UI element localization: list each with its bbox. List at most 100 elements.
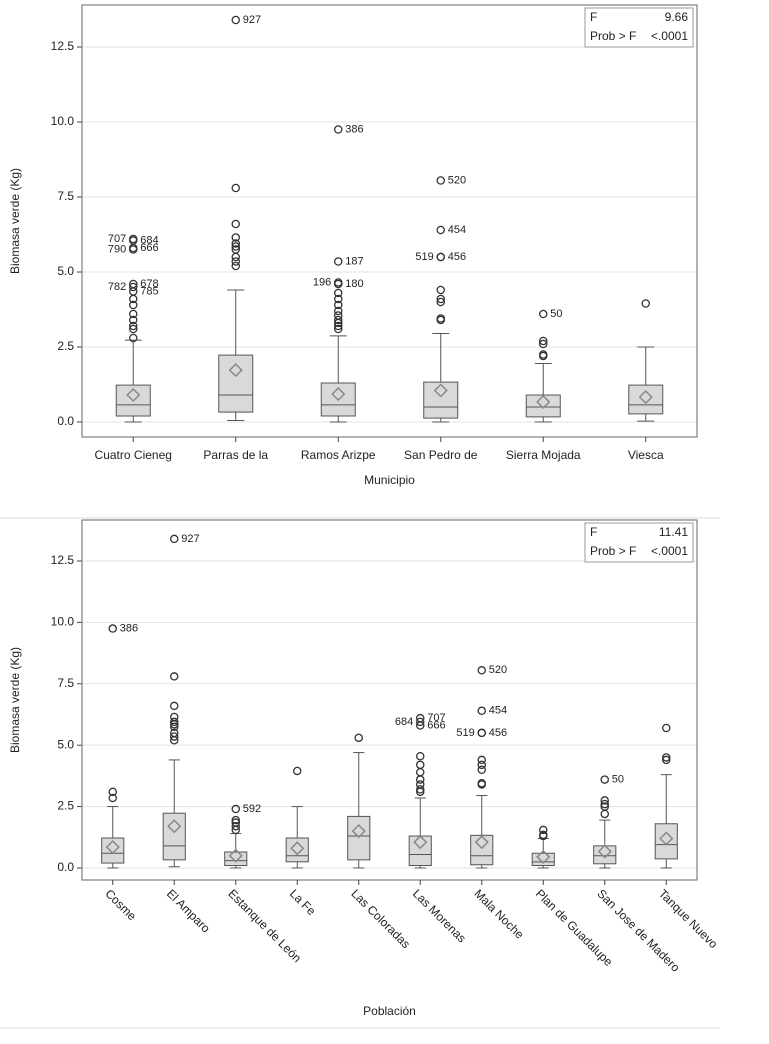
y-tick-label: 5.0 — [57, 737, 74, 751]
x-tick-label: Cuatro Cieneg — [95, 448, 172, 462]
outlier — [539, 336, 548, 346]
y-tick-label: 12.5 — [51, 39, 75, 53]
outlier — [539, 825, 548, 835]
outlier — [333, 311, 343, 320]
outlier — [436, 297, 445, 307]
outlier — [169, 712, 179, 722]
x-tick-label: La Fe — [287, 886, 319, 918]
outlier — [231, 242, 240, 251]
outlier — [415, 767, 425, 777]
outlier — [169, 728, 179, 738]
mean-marker — [536, 849, 551, 864]
outlier-label: 519 — [456, 727, 474, 739]
x-axis-title: Municipio — [364, 473, 415, 487]
x-tick-label: Viesca — [628, 448, 664, 462]
outlier-label: 785 — [140, 285, 158, 297]
outlier-label: 666 — [427, 719, 445, 731]
outlier — [333, 321, 343, 331]
outlier — [539, 339, 548, 349]
outlier — [128, 234, 138, 244]
box — [470, 834, 494, 866]
outlier — [662, 755, 671, 765]
y-tick-label: 12.5 — [51, 553, 75, 567]
outlier — [436, 176, 445, 185]
outlier-label: 454 — [448, 224, 466, 236]
stats-label: F — [590, 525, 597, 539]
stats-label: F — [590, 10, 597, 24]
outlier-label: 520 — [489, 664, 507, 676]
plot-frame — [81, 4, 698, 438]
outlier — [231, 233, 240, 242]
outlier-label: 782 — [108, 281, 126, 293]
mean-marker — [413, 835, 428, 850]
outlier — [108, 787, 118, 797]
plot-frame — [81, 519, 698, 881]
y-axis-title: Biomasa verde (Kg) — [8, 168, 22, 274]
outlier-label: 519 — [415, 251, 433, 263]
outlier — [477, 778, 486, 788]
mean-marker — [331, 387, 346, 402]
outlier — [333, 278, 343, 287]
outlier — [128, 309, 138, 319]
mean-marker — [290, 841, 305, 856]
outlier — [477, 728, 486, 738]
outlier — [128, 321, 138, 331]
stats-box — [584, 7, 694, 48]
outlier-label: 678 — [140, 278, 158, 290]
outlier — [169, 534, 179, 544]
outlier — [231, 15, 240, 25]
outlier — [600, 775, 610, 784]
box — [218, 354, 254, 413]
outlier — [231, 818, 240, 827]
outlier — [600, 799, 610, 809]
x-tick-label: El Amparo — [164, 886, 213, 935]
outlier-label: 187 — [345, 255, 363, 267]
outlier-label: 927 — [181, 533, 199, 545]
y-tick-label: 2.5 — [57, 799, 74, 813]
mean-marker — [167, 819, 182, 834]
outlier — [231, 219, 240, 229]
outlier — [477, 755, 486, 765]
box — [593, 845, 617, 865]
outlier — [128, 333, 138, 343]
outlier — [169, 722, 179, 732]
outlier — [292, 766, 302, 776]
x-tick-label: Sierra Mojada — [506, 448, 581, 462]
outlier — [108, 624, 118, 633]
outlier — [231, 261, 240, 271]
y-tick-label: 5.0 — [57, 264, 74, 278]
outlier-label: 927 — [243, 14, 261, 26]
stats-value: <.0001 — [651, 544, 688, 558]
mean-marker — [536, 394, 551, 409]
outlier — [641, 299, 651, 308]
box — [224, 851, 248, 867]
y-tick-label: 0.0 — [57, 860, 74, 874]
x-tick-label: Parras de la — [203, 448, 268, 462]
mean-marker — [659, 831, 674, 846]
outlier — [231, 821, 240, 831]
outlier-label: 707 — [108, 233, 126, 245]
outlier-label: 456 — [448, 251, 466, 263]
x-tick-label: Las Coloradas — [348, 886, 413, 951]
x-tick-label: Tanque Nuevo — [656, 886, 721, 951]
outlier — [169, 701, 179, 711]
outlier — [415, 780, 425, 789]
outlier-label: 454 — [489, 705, 507, 717]
outlier — [354, 733, 363, 743]
outlier — [128, 282, 138, 292]
stats-label: Prob > F — [590, 29, 636, 43]
outlier-label: 707 — [427, 712, 445, 724]
outlier — [169, 717, 179, 727]
outlier — [436, 252, 445, 262]
x-tick-label: San Pedro de — [404, 448, 478, 462]
outlier — [477, 765, 486, 774]
mean-marker — [474, 835, 489, 850]
outlier — [600, 796, 610, 805]
outlier-label: 684 — [395, 716, 413, 728]
outlier — [600, 809, 610, 819]
stats-label: Prob > F — [590, 544, 636, 558]
outlier — [477, 760, 486, 770]
outlier — [415, 751, 425, 761]
outlier — [128, 300, 138, 310]
box — [101, 837, 125, 864]
